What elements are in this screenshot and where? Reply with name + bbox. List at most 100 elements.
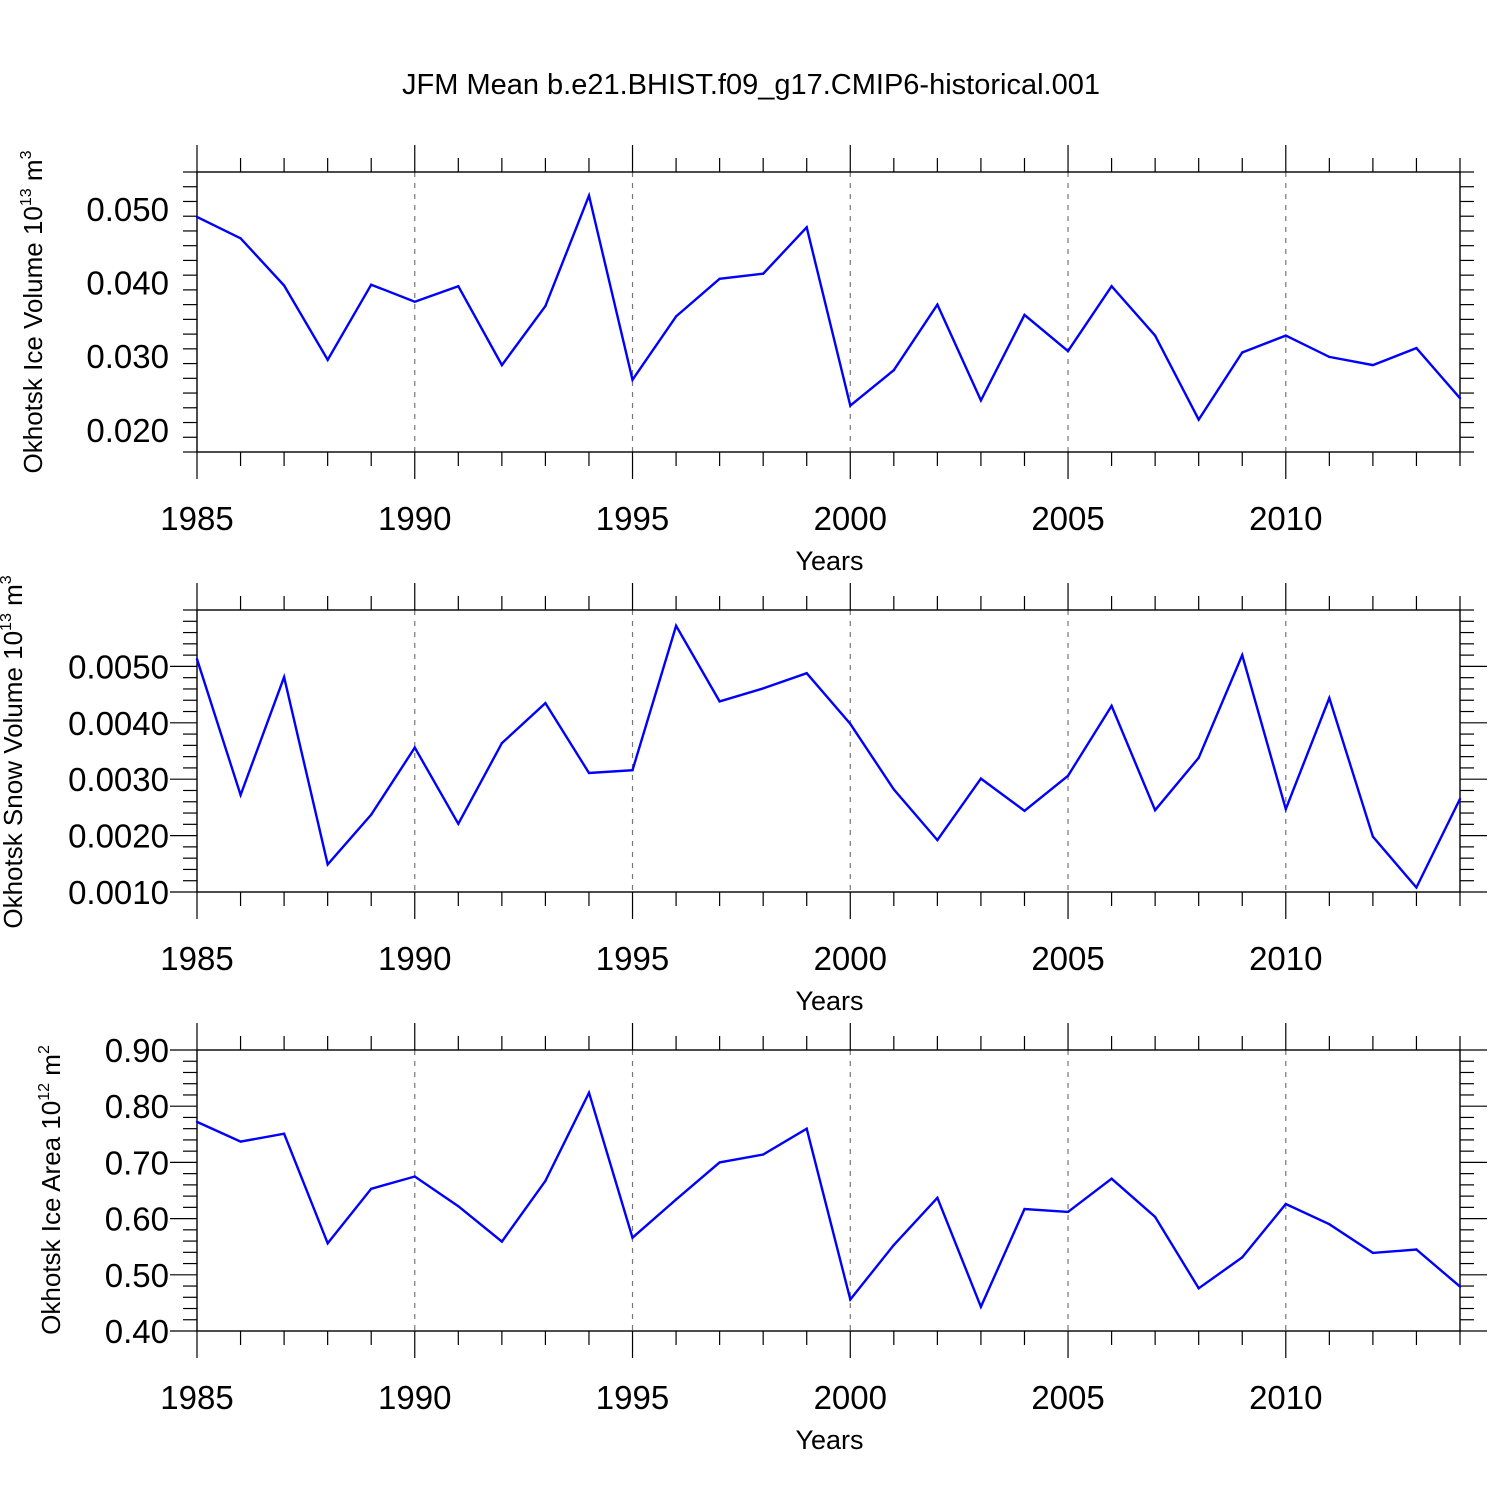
data-point-1993 (544, 701, 547, 705)
panel-3: 1985 1990 1995 2000 2005 2010 0.40 0.50 0.60 0.70… (36, 1023, 1487, 1455)
series-line (196, 191, 1461, 422)
data-point-2013 (1415, 346, 1418, 350)
y-tick-label-1: 0.0020 (68, 818, 169, 855)
data-point-2006 (1110, 285, 1113, 288)
y-tick-labels: 0.0010 0.0020 0.0030 0.0040 0.0050 (68, 648, 169, 911)
data-point-2001 (892, 369, 896, 372)
data-point-1991 (457, 285, 460, 288)
y-tick-label-3: 0.70 (105, 1144, 169, 1181)
y-axis-title-unit-exponent: 2 (36, 1045, 53, 1054)
x-tick-label-1985: 1985 (160, 940, 233, 977)
data-point-1990 (413, 300, 416, 303)
data-point-1999 (805, 1127, 808, 1130)
y-axis-title-unit: m (18, 159, 48, 188)
data-point-2007 (1153, 809, 1157, 812)
data-point-2012 (1371, 1251, 1375, 1255)
x-tick-labels: 1985 1990 1995 2000 2005 2010 (160, 500, 1322, 537)
y-tick-label-4: 0.0050 (68, 648, 169, 685)
data-point-2010 (1284, 334, 1287, 337)
x-tick-label-1985: 1985 (160, 500, 233, 537)
x-tick-label-2010: 2010 (1249, 500, 1322, 537)
data-point-1992 (500, 741, 504, 745)
data-point-1986 (239, 793, 242, 797)
y-axis-title-unit: m (0, 584, 28, 613)
y-axis-title-unit-exponent: 3 (0, 575, 15, 584)
y-axis-title-text: Okhotsk Snow Volume 10 (0, 631, 28, 929)
y-tick-label-3: 0.050 (86, 191, 169, 228)
x-tick-label-2010: 2010 (1249, 1379, 1322, 1416)
data-point-2005 (1066, 349, 1070, 353)
data-point-2002 (936, 1196, 939, 1200)
data-point-1994 (587, 1091, 591, 1094)
data-point-2014 (1458, 397, 1462, 400)
data-point-2011 (1328, 1223, 1331, 1226)
x-tick-label-2000: 2000 (814, 500, 887, 537)
data-point-1985 (195, 657, 199, 661)
y-tick-label-1: 0.50 (105, 1257, 169, 1294)
y-tick-label-3: 0.0040 (68, 705, 169, 742)
data-point-2000 (849, 1298, 852, 1301)
x-tick-label-1995: 1995 (596, 500, 669, 537)
y-tick-label-0: 0.0010 (68, 874, 169, 911)
data-point-1994 (587, 771, 591, 775)
data-point-1986 (239, 237, 242, 240)
data-point-1987 (282, 1132, 286, 1135)
data-point-1992 (500, 363, 504, 367)
plot-frame (196, 171, 1461, 453)
y-axis-title-unit-exponent: 3 (18, 150, 35, 159)
x-tick-labels: 1985 1990 1995 2000 2005 2010 (160, 1379, 1322, 1416)
data-point-1989 (370, 283, 373, 286)
x-tick-label-1990: 1990 (378, 1379, 451, 1416)
data-point-1991 (457, 1205, 460, 1208)
data-point-2011 (1328, 696, 1331, 700)
y-axis-title-exponent: 13 (0, 613, 15, 631)
plot-frame (196, 609, 1461, 893)
data-point-1996 (674, 315, 678, 318)
data-point-2009 (1241, 653, 1244, 657)
y-tick-labels: 0.40 0.50 0.60 0.70 0.80 0.90 (105, 1032, 169, 1350)
figure-title: JFM Mean b.e21.BHIST.f09_g17.CMIP6-histo… (402, 69, 1100, 101)
x-tick-label-1990: 1990 (378, 500, 451, 537)
data-point-1988 (326, 1242, 329, 1245)
data-point-2000 (849, 404, 852, 407)
data-points (195, 624, 1462, 889)
x-tick-label-1990: 1990 (378, 940, 451, 977)
data-point-1999 (805, 226, 808, 229)
y-axis-title: Okhotsk Ice Area 1012 m2 (36, 1045, 66, 1335)
x-tick-label-2005: 2005 (1031, 940, 1104, 977)
data-point-1994 (587, 194, 591, 197)
data-point-2005 (1066, 1210, 1070, 1214)
data-point-2010 (1284, 1202, 1287, 1206)
data-point-2012 (1371, 363, 1375, 367)
series-line (195, 622, 1462, 890)
data-point-2002 (936, 838, 939, 842)
data-point-2006 (1110, 1177, 1113, 1180)
y-axis-title: Okhotsk Snow Volume 1013 m3 (0, 575, 28, 928)
data-point-1993 (544, 1179, 547, 1183)
data-point-1997 (718, 277, 721, 281)
y-tick-label-2: 0.040 (86, 265, 169, 302)
y-axis-title-text: Okhotsk Ice Area 10 (36, 1101, 66, 1335)
y-tick-label-0: 0.40 (105, 1313, 169, 1350)
x-tick-label-2010: 2010 (1249, 940, 1322, 977)
data-point-1995 (631, 1236, 634, 1239)
data-point-2013 (1415, 886, 1418, 889)
x-tick-label-2000: 2000 (814, 940, 887, 977)
y-axis-title-exponent: 12 (36, 1083, 53, 1101)
x-tick-label-1995: 1995 (596, 1379, 669, 1416)
data-point-1995 (631, 378, 634, 381)
x-tick-label-2005: 2005 (1031, 500, 1104, 537)
data-point-1997 (718, 1161, 721, 1164)
y-axis-title-text: Okhotsk Ice Volume 10 (18, 206, 48, 473)
data-point-1987 (282, 284, 286, 287)
data-point-1985 (195, 215, 199, 219)
data-point-1998 (761, 687, 765, 690)
data-point-1997 (718, 700, 721, 703)
data-point-1986 (239, 1140, 242, 1143)
data-point-1989 (370, 813, 373, 816)
data-point-2007 (1153, 334, 1157, 337)
series-line (196, 1089, 1461, 1310)
data-point-2009 (1241, 1256, 1244, 1259)
data-point-2008 (1197, 1287, 1200, 1290)
data-point-2003 (979, 399, 983, 402)
